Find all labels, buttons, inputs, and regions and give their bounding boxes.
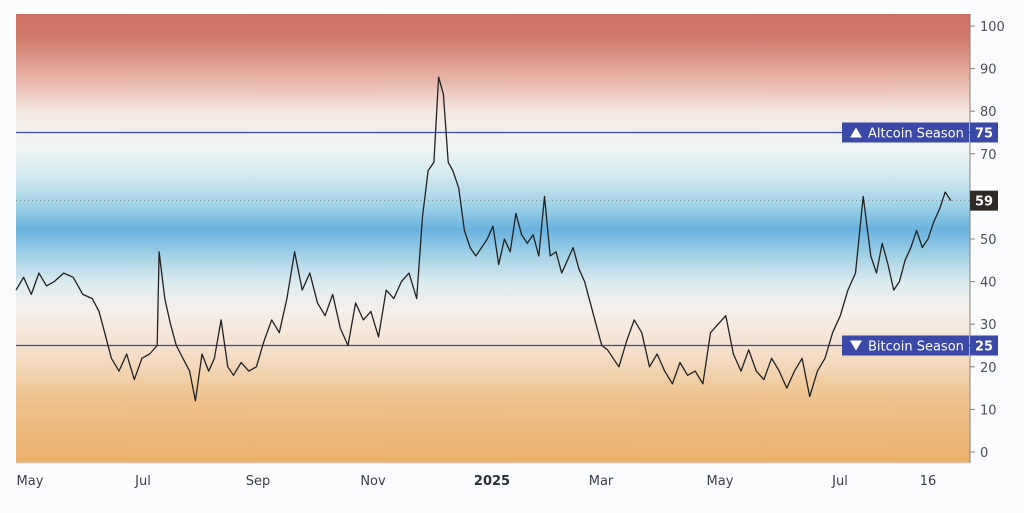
y-tick-label: 30 [980, 318, 997, 333]
x-tick-label: Nov [360, 474, 386, 489]
reference-lines [16, 131, 970, 347]
series-layer [15, 76, 952, 402]
y-tick-label: 80 [980, 105, 997, 120]
x-tick-label: 16 [920, 474, 937, 489]
x-tick-label: Jul [831, 474, 848, 489]
x-tick-label: May [17, 474, 44, 489]
current-value-badge [970, 190, 998, 211]
y-tick-label: 90 [980, 63, 997, 78]
down-triangle-icon [850, 340, 862, 351]
y-tick-label: 100 [980, 20, 1005, 35]
y-tick-label: 50 [980, 233, 997, 248]
value-badge-bg [970, 122, 998, 143]
y-tick-label: 20 [980, 361, 997, 376]
y-tick-label: 10 [980, 403, 997, 418]
series-line [15, 76, 952, 402]
up-triangle-icon [850, 127, 862, 138]
season-badge-bg [842, 335, 969, 356]
badges-layer: Altcoin Season 75 Bitcoin Season 25 59 [842, 122, 998, 356]
y-tick-label: 40 [980, 276, 997, 291]
season-badge-label: Altcoin Season [868, 127, 964, 142]
season-badge: Altcoin Season 75 [842, 122, 998, 143]
season-badge-bg [842, 122, 969, 143]
current-value-label: 59 [975, 195, 993, 210]
x-tick-label: Jul [134, 474, 151, 489]
y-tick-label: 0 [980, 446, 988, 461]
plot-background [16, 14, 970, 463]
x-tick-label: May [707, 474, 734, 489]
season-badge: Bitcoin Season 25 [842, 335, 998, 356]
x-tick-label: 2025 [474, 474, 510, 489]
value-badge-label: 25 [975, 340, 993, 355]
y-tick-label: 70 [980, 148, 997, 163]
season-badge-label: Bitcoin Season [868, 340, 964, 355]
x-tick-label: Mar [589, 474, 614, 489]
x-tick-label: Sep [246, 474, 271, 489]
value-badge-bg [970, 335, 998, 356]
value-badge-label: 75 [975, 127, 993, 142]
x-ticks: May Jul Sep Nov 2025 Mar May Jul 16 [17, 474, 937, 489]
y-ticks: 0102030405060708090100 [970, 20, 1005, 461]
